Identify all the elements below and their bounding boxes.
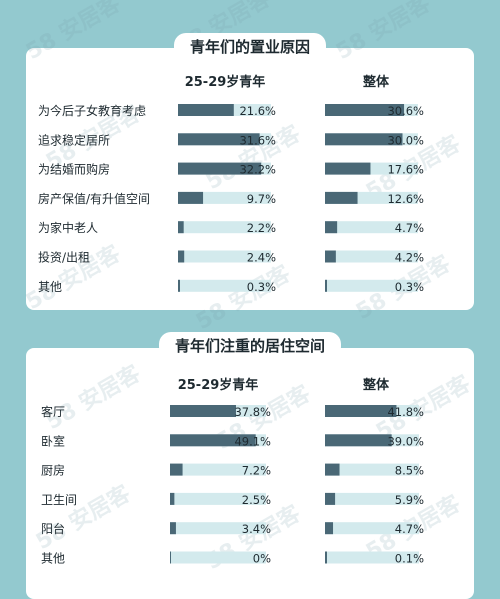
bar-track bbox=[325, 551, 419, 564]
data-label: 2.2% bbox=[247, 221, 276, 235]
data-label: 30.6% bbox=[387, 104, 424, 118]
bar bbox=[325, 551, 327, 564]
category-label: 阳台 bbox=[41, 521, 65, 536]
category-label: 为结婚而购房 bbox=[38, 162, 110, 177]
bar-track bbox=[325, 250, 418, 263]
chart-panel-purchase-reasons bbox=[26, 48, 474, 310]
bar-track bbox=[170, 463, 266, 476]
bar bbox=[325, 279, 327, 292]
bar-track bbox=[325, 522, 419, 535]
bar bbox=[178, 221, 184, 234]
category-label: 其他 bbox=[41, 552, 65, 566]
chart-title-purchase-reasons: 青年们的置业原因 bbox=[173, 33, 327, 60]
category-label: 房产保值/有升值空间 bbox=[38, 191, 150, 206]
data-label: 4.7% bbox=[395, 221, 424, 235]
bar bbox=[325, 162, 371, 175]
bar bbox=[170, 522, 176, 535]
series-header: 25-29岁青年 bbox=[178, 377, 259, 393]
data-label: 0.3% bbox=[395, 280, 424, 294]
bar bbox=[325, 191, 358, 204]
bar bbox=[178, 250, 185, 263]
data-label: 41.8% bbox=[387, 405, 424, 419]
bar-track bbox=[325, 221, 418, 234]
data-label: 4.7% bbox=[395, 522, 424, 536]
data-label: 3.4% bbox=[242, 522, 271, 536]
category-label: 其他 bbox=[38, 280, 62, 294]
data-label: 2.5% bbox=[242, 493, 271, 507]
bar bbox=[325, 434, 392, 447]
bar bbox=[178, 162, 262, 175]
data-label: 0.1% bbox=[395, 552, 424, 566]
category-label: 卫生间 bbox=[41, 493, 77, 507]
series-header: 25-29岁青年 bbox=[185, 74, 266, 90]
data-label: 12.6% bbox=[387, 192, 424, 206]
chart-title-living-spaces: 青年们注重的居住空间 bbox=[158, 332, 342, 359]
bar bbox=[178, 191, 204, 204]
bar bbox=[170, 492, 175, 505]
category-label: 追求稳定居所 bbox=[38, 132, 110, 147]
bar bbox=[325, 522, 334, 535]
bar-track bbox=[178, 221, 271, 234]
data-label: 49.1% bbox=[234, 434, 271, 448]
bar bbox=[325, 492, 336, 505]
bar bbox=[170, 463, 183, 476]
bar bbox=[325, 104, 405, 116]
bar-track bbox=[178, 250, 271, 263]
category-label: 为家中老人 bbox=[38, 220, 98, 235]
data-label: 7.2% bbox=[242, 464, 271, 478]
data-label: 31.6% bbox=[239, 133, 276, 147]
bar bbox=[178, 104, 234, 116]
data-label: 30.0% bbox=[387, 133, 424, 147]
bar bbox=[170, 551, 171, 564]
data-label: 39.0% bbox=[387, 434, 424, 448]
data-label: 0% bbox=[253, 552, 271, 566]
category-label: 卧室 bbox=[41, 433, 65, 448]
bar bbox=[178, 133, 260, 146]
series-header: 整体 bbox=[362, 377, 390, 393]
category-label: 为今后子女教育考虑 bbox=[38, 103, 146, 118]
series-header: 整体 bbox=[362, 74, 390, 90]
data-label: 21.6% bbox=[239, 104, 276, 118]
bar bbox=[325, 250, 336, 263]
bar bbox=[178, 279, 180, 292]
category-label: 投资/出租 bbox=[38, 250, 90, 265]
bar bbox=[325, 405, 397, 417]
bar-track bbox=[178, 279, 271, 292]
data-label: 32.2% bbox=[239, 163, 276, 177]
data-label: 2.4% bbox=[247, 251, 276, 265]
data-label: 4.2% bbox=[395, 251, 424, 265]
bar-track bbox=[170, 551, 266, 564]
data-label: 0.3% bbox=[247, 280, 276, 294]
data-label: 8.5% bbox=[395, 464, 424, 478]
bar-track bbox=[170, 522, 266, 535]
category-label: 厨房 bbox=[41, 463, 65, 478]
bar bbox=[170, 434, 256, 447]
bar bbox=[325, 221, 338, 234]
data-label: 9.7% bbox=[247, 192, 276, 206]
bar bbox=[325, 133, 403, 146]
bar-track bbox=[170, 492, 266, 505]
data-label: 17.6% bbox=[387, 163, 424, 177]
bar-track bbox=[325, 463, 419, 476]
bar-track bbox=[325, 492, 419, 505]
bar bbox=[325, 463, 340, 476]
data-label: 5.9% bbox=[395, 493, 424, 507]
data-label: 37.8% bbox=[234, 405, 271, 419]
bar-track bbox=[325, 279, 418, 292]
bar bbox=[170, 405, 236, 417]
category-label: 客厅 bbox=[41, 404, 65, 419]
